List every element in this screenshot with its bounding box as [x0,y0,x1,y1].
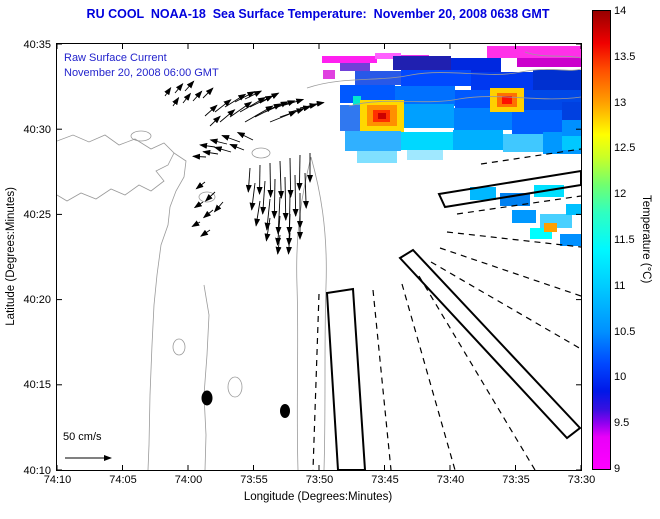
tick-marks [57,44,581,470]
current-arrows [164,80,325,255]
x-tick-label: 73:50 [305,474,334,486]
colorbar-tick-label: 9 [614,463,621,475]
colorbar-label: Temperature (°C) [640,194,652,284]
colorbar-label-box: Temperature (°C) [640,10,652,468]
colorbar-tick-label: 13 [614,96,627,109]
x-tick-label: 74:00 [174,474,203,486]
y-tick-label: 40:25 [23,208,51,221]
shipping-lanes [312,148,581,470]
y-tick-label: 40:20 [23,294,51,307]
map-canvas [57,44,581,470]
colorbar-tick-label: 12.5 [614,142,636,155]
x-tick-label: 73:35 [502,474,530,486]
x-tick-label: 73:40 [436,474,465,486]
x-tick-label: 73:55 [240,474,268,486]
y-tick-label: 40:15 [23,379,51,392]
x-tick-label: 74:10 [43,474,72,486]
station-dots [201,390,290,418]
plot-area [56,43,582,471]
coastline-contours [57,51,581,470]
current-overlay-timestamp: November 20, 2008 06:00 GMT [64,67,219,79]
x-tick-label: 74:05 [109,474,137,486]
colorbar-tick-label: 13.5 [614,50,636,63]
colorbar-tick-label: 11 [614,279,626,292]
y-tick-label: 40:35 [23,38,51,51]
y-tick-label: 40:10 [23,464,51,477]
colorbar-tick-label: 10 [614,371,627,384]
colorbar-tick-label: 11.5 [614,234,635,246]
colorbar-tick-label: 9.5 [614,417,630,430]
colorbar-tick-label: 14 [614,5,627,17]
sst-patches [322,46,581,246]
colorbar-tick-label: 12 [614,188,627,201]
colorbar-tick-label: 10.5 [614,325,636,338]
colorbar-gradient [592,10,611,470]
current-scale-label: 50 cm/s [63,431,102,443]
current-overlay-label: Raw Surface Current [64,52,167,64]
y-tick-label: 40:30 [23,123,51,136]
x-tick-label: 73:30 [567,474,596,486]
figure-title: RU COOL NOAA-18 Sea Surface Temperature:… [86,7,550,21]
x-tick-label: 73:45 [371,474,399,486]
x-axis-label: Longitude (Degrees:Minutes) [243,491,393,503]
y-axis-label-box: Latitude (Degrees:Minutes) [3,43,18,469]
